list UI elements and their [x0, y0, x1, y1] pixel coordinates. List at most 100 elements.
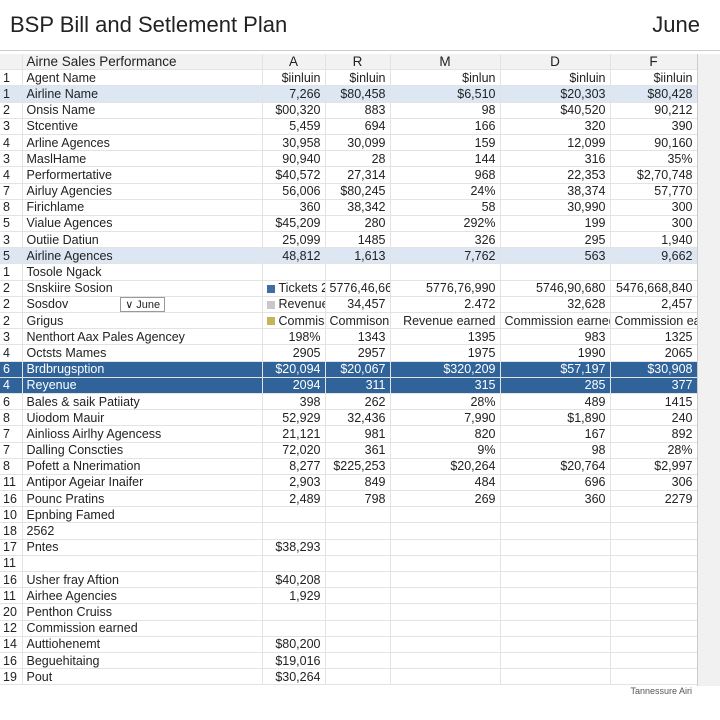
label-text: Commission earned: [26, 621, 138, 636]
cell-text: 300: [671, 200, 693, 215]
row[interactable]: 11 Antipor Ageiar Inaifer 2,903 849 484 696 30…: [0, 474, 698, 492]
cell: 25,099: [262, 231, 326, 249]
cell-text: 2.472: [464, 297, 496, 312]
row-number: 1: [0, 263, 23, 281]
row[interactable]: 19 Pout $30,264: [0, 668, 698, 686]
cell-text: Revenue earned: [403, 313, 496, 328]
row[interactable]: 12 Commission earned: [0, 620, 698, 637]
row[interactable]: 8 Uiodom Mauir 52,929 32,436 7,990 $1,890 240: [0, 409, 698, 427]
cell: 30,099: [325, 134, 391, 152]
cell: $6,510: [390, 85, 501, 103]
cell: [325, 571, 391, 589]
row[interactable]: 1 Tosole Ngack: [0, 263, 698, 281]
cell-text: 883: [364, 103, 386, 118]
row[interactable]: 20 Penthon Cruiss: [0, 603, 698, 621]
row[interactable]: 1 Airline Name 7,266 $80,458 $6,510 $20,303 $8…: [0, 85, 698, 103]
label-text: Brdbrugsption: [26, 362, 105, 377]
column-header[interactable]: F: [610, 54, 698, 71]
row[interactable]: 4 Arline Agences 30,958 30,099 159 12,099 90,1…: [0, 134, 698, 152]
cell: $00,320: [262, 102, 326, 119]
cell: $80,428: [610, 85, 698, 103]
cell-text: $00,320: [275, 103, 321, 118]
row[interactable]: 7 Dalling Conscties 72,020 361 9% 98 28%: [0, 442, 698, 459]
row[interactable]: 8 Pofett a Nnerimation 8,277 $225,253 $20,26…: [0, 458, 698, 475]
row[interactable]: 16 Beguehitaing $19,016: [0, 652, 698, 670]
cell-text: 56,006: [282, 184, 321, 199]
row[interactable]: 7 Airluy Agencies 56,006 $80,245 24% 38,374 57…: [0, 183, 698, 200]
label-text: Pofett a Nnerimation: [26, 459, 141, 474]
cell: [325, 620, 391, 637]
row[interactable]: 14 Auttiohenemt $80,200: [0, 636, 698, 653]
row[interactable]: 3 Outiie Datiun 25,099 1485 326 295 1,940: [0, 231, 698, 249]
row-number: 19: [0, 668, 23, 686]
row[interactable]: 11 Airhee Agencies 1,929: [0, 587, 698, 605]
cell: [500, 652, 611, 670]
row[interactable]: 17 Pntes $38,293: [0, 539, 698, 556]
cell-text: 5776,76,990: [425, 281, 496, 296]
column-header[interactable]: M: [390, 54, 501, 71]
row[interactable]: 1 Agent Name $iinluin $inluin $inlun $inluin $…: [0, 69, 698, 87]
cell-text: 34,457: [347, 297, 386, 312]
row[interactable]: 4 Reyenue 2094 311 315 285 377: [0, 377, 698, 394]
row[interactable]: 18 2562: [0, 522, 698, 540]
cell-text: 311: [365, 378, 386, 393]
cell-text: 377: [671, 378, 693, 393]
cell: $40,520: [500, 102, 611, 119]
row-number: 12: [0, 620, 23, 637]
row[interactable]: 6 Brdbrugsption $20,094 $20,067 $320,209 $57,…: [0, 361, 698, 378]
row-label: Grigus: [22, 312, 263, 330]
row[interactable]: 3 MaslHame 90,940 28 144 316 35%: [0, 150, 698, 168]
cell: 28%: [610, 442, 698, 459]
row[interactable]: 16 Usher fray Aftion $40,208: [0, 571, 698, 589]
cell: 22,353: [500, 166, 611, 184]
label-text: Onsis Name: [26, 103, 96, 118]
row-number: 14: [0, 636, 23, 653]
row[interactable]: 5 Airline Agences 48,812 1,613 7,762 563 9,662: [0, 247, 698, 265]
cell-text: 52,929: [282, 410, 321, 425]
cell-text: 285: [584, 378, 606, 393]
row[interactable]: 3 Nenthort Aax Pales Agencey 198% 1343 1395 9…: [0, 328, 698, 346]
label-text: Dalling Conscties: [26, 443, 124, 458]
row-label: Pofett a Nnerimation: [22, 458, 263, 475]
column-header[interactable]: R: [325, 54, 391, 71]
row[interactable]: 7 Ainlioss Airlhy Agencess 21,121 981 820 167…: [0, 425, 698, 443]
row[interactable]: 6 Bales & saik Patiiaty 398 262 28% 489 1415: [0, 393, 698, 411]
cell-text: 1395: [467, 329, 496, 344]
label-text: Outiie Datiun: [26, 232, 99, 247]
row[interactable]: 2 Onsis Name $00,320 883 98 $40,520 90,212: [0, 102, 698, 119]
cell-text: 199: [584, 216, 606, 231]
cell: 166: [390, 118, 501, 135]
row[interactable]: 4 Performertative $40,572 27,314 968 22,353 $2…: [0, 166, 698, 184]
row[interactable]: 3 Stcentive 5,459 694 166 320 390: [0, 118, 698, 135]
row[interactable]: 10 Epnbing Famed: [0, 506, 698, 524]
scrollbar[interactable]: [697, 54, 720, 686]
row-number: 7: [0, 183, 23, 200]
row[interactable]: 11: [0, 555, 698, 573]
row[interactable]: 16 Pounc Pratins 2,489 798 269 360 2279: [0, 490, 698, 508]
label-text: Performertative: [26, 167, 112, 182]
cell-text: $30,264: [275, 669, 321, 684]
cell: $20,303: [500, 85, 611, 103]
cell: [390, 555, 501, 573]
row[interactable]: 8 Firichlame 360 38,342 58 30,990 300: [0, 199, 698, 216]
month: June: [652, 12, 700, 37]
row[interactable]: 4 Octsts Mames 2905 2957 1975 1990 2065: [0, 344, 698, 362]
cell: 199: [500, 215, 611, 233]
cell: 48,812: [262, 247, 326, 265]
column-header[interactable]: D: [500, 54, 611, 71]
row[interactable]: 5 Vialue Agences $45,209 280 292% 199 300: [0, 215, 698, 233]
cell: [325, 539, 391, 556]
spreadsheet: Airne Sales Performance A R M D F 1 Agent Name $…: [0, 54, 698, 686]
cell-text: 28%: [470, 394, 496, 409]
cell-text: $6,510: [457, 86, 496, 101]
row-number: 7: [0, 442, 23, 459]
cell: $inluin: [325, 69, 391, 87]
dropdown[interactable]: ∨ June: [120, 296, 166, 312]
column-header[interactable]: A: [262, 54, 326, 71]
row-number: 3: [0, 118, 23, 135]
cell-text: Commison earned: [329, 313, 390, 328]
cell-text: 38,342: [347, 200, 386, 215]
